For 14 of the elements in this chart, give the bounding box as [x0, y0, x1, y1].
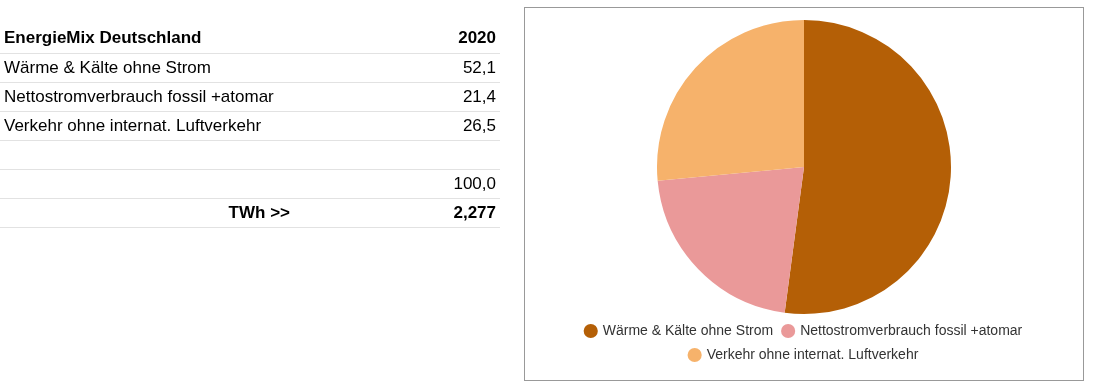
category-label: Wärme & Kälte ohne Strom [4, 57, 211, 77]
legend-label: Wärme & Kälte ohne Strom [602, 321, 774, 338]
legend-label: Nettostromverbrauch fossil +atomar [800, 321, 1023, 338]
text: 100,0 [350, 169, 500, 198]
category-label: Nettostromverbrauch fossil +atomar [4, 86, 274, 106]
text: 21,4 [350, 82, 500, 111]
legend-label: Verkehr ohne internat. Luftverkehr [706, 345, 919, 362]
text: TWh >> [0, 198, 350, 227]
text: 2,277 [350, 198, 500, 227]
text: 52,1 [350, 53, 500, 82]
text: EnergieMix Deutschland [0, 24, 350, 53]
text: 2020 [350, 24, 500, 53]
text: 26,5 [350, 111, 500, 140]
category-label: Verkehr ohne internat. Luftverkehr [4, 115, 262, 135]
